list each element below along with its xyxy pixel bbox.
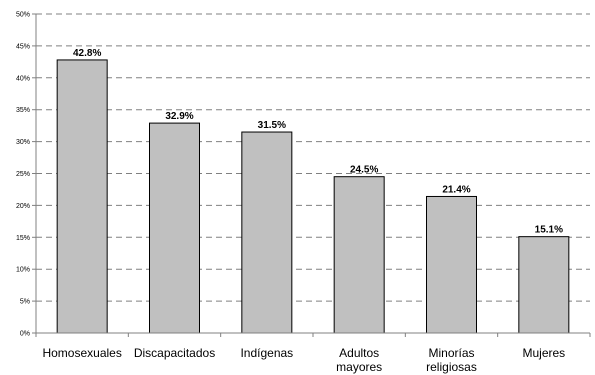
data-labels: 42.8% 32.9% 31.5% 24.5% 21.4% 15.1% [73,48,563,236]
data-label: 32.9% [165,111,193,122]
y-tick-label: 30% [16,139,30,146]
data-label: 31.5% [258,120,286,131]
bar [149,122,200,334]
bar [333,176,385,334]
y-tick-label: 15% [16,235,30,242]
category-labels: Homosexuales Discapacitados Indígenas Adult… [42,346,565,374]
bar [241,131,293,334]
bar [518,236,570,334]
y-tick-label: 35% [16,107,30,114]
data-label: 42.8% [73,48,101,59]
bar [426,195,477,334]
data-label: 21.4% [442,184,470,195]
data-label: 24.5% [350,165,378,176]
y-tick-label: 5% [20,299,30,306]
y-axis-ticks: 0% 5% 10% 15% 20% 25% 30% 35% 40% 45% 50% [16,12,36,338]
category-label: Mujeres [522,346,565,360]
y-tick-label: 0% [20,331,30,338]
data-label: 15.1% [535,225,563,236]
y-tick-label: 45% [16,43,30,50]
category-label: Adultos mayores [336,346,382,374]
category-label: Indígenas [240,346,293,360]
bar [56,59,108,334]
y-tick-label: 40% [16,75,30,82]
category-label: Discapacitados [134,346,215,360]
y-tick-label: 50% [16,12,30,19]
y-tick-label: 25% [16,171,30,178]
bars [56,59,570,334]
category-label: Minorías religiosas [426,346,477,374]
gridlines [36,13,590,302]
y-tick-label: 20% [16,203,30,210]
y-tick-label: 10% [16,267,30,274]
category-label: Homosexuales [42,346,121,360]
axes [35,14,591,337]
